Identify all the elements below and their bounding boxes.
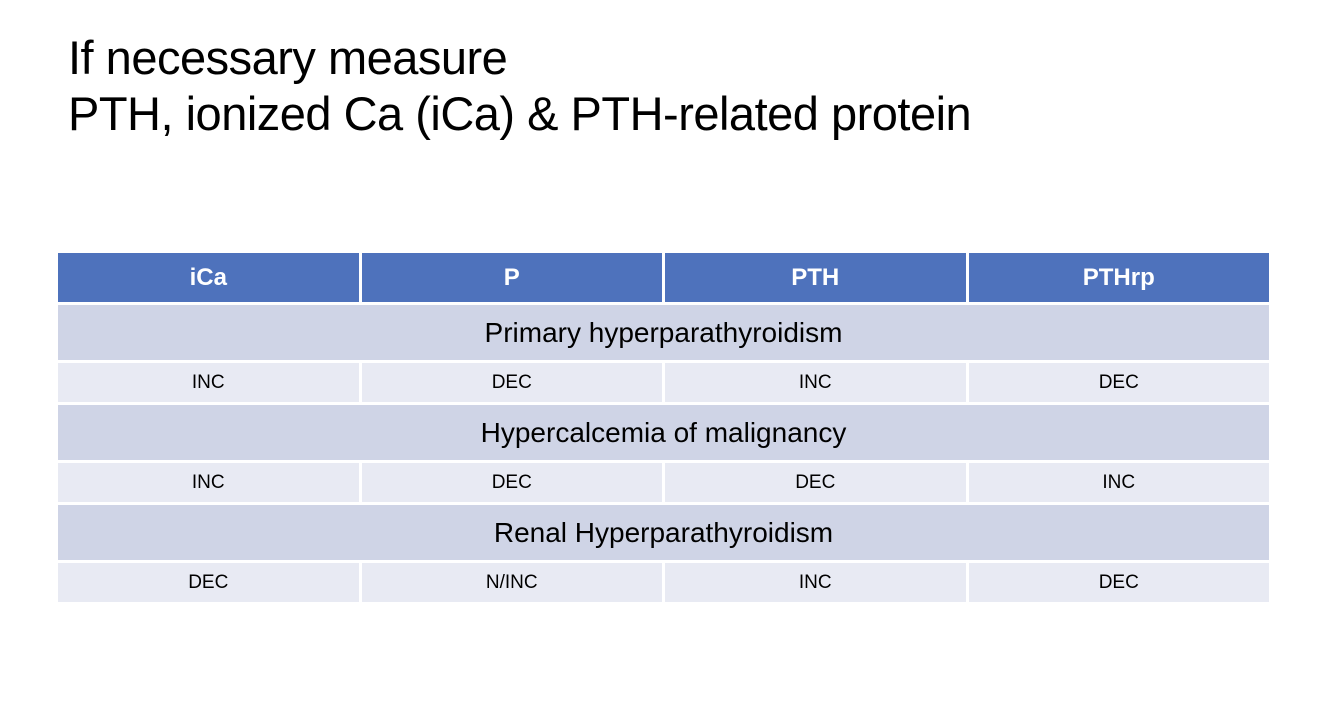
section-row-primary-hyperparathyroidism: Primary hyperparathyroidism — [58, 305, 1269, 360]
cell-value-pth: INC — [665, 363, 966, 402]
cell-value-p: N/INC — [361, 563, 662, 602]
section-label: Primary hyperparathyroidism — [58, 305, 1269, 360]
value-row-renal-hyperparathyroidism: DEC N/INC INC DEC — [58, 563, 1269, 602]
column-header-p: P — [361, 253, 662, 302]
section-row-hypercalcemia-of-malignancy: Hypercalcemia of malignancy — [58, 405, 1269, 460]
column-header-pth: PTH — [665, 253, 966, 302]
column-header-pthrp: PTHrp — [968, 253, 1269, 302]
cell-value-ica: INC — [58, 463, 359, 502]
cell-value-ica: INC — [58, 363, 359, 402]
cell-value-ica: DEC — [58, 563, 359, 602]
cell-value-pth: INC — [665, 563, 966, 602]
cell-value-p: DEC — [361, 463, 662, 502]
title-line-1: If necessary measure — [68, 31, 508, 84]
slide-title: If necessary measure PTH, ionized Ca (iC… — [68, 30, 972, 142]
cell-value-pthrp: INC — [968, 463, 1269, 502]
lab-values-table: iCa P PTH PTHrp Primary hyperparathyroid… — [55, 250, 1272, 605]
value-row-primary-hyperparathyroidism: INC DEC INC DEC — [58, 363, 1269, 402]
section-row-renal-hyperparathyroidism: Renal Hyperparathyroidism — [58, 505, 1269, 560]
section-label: Renal Hyperparathyroidism — [58, 505, 1269, 560]
section-label: Hypercalcemia of malignancy — [58, 405, 1269, 460]
cell-value-pthrp: DEC — [968, 363, 1269, 402]
cell-value-pthrp: DEC — [968, 563, 1269, 602]
cell-value-p: DEC — [361, 363, 662, 402]
column-header-ica: iCa — [58, 253, 359, 302]
value-row-hypercalcemia-of-malignancy: INC DEC DEC INC — [58, 463, 1269, 502]
table-header-row: iCa P PTH PTHrp — [58, 253, 1269, 302]
title-line-2: PTH, ionized Ca (iCa) & PTH-related prot… — [68, 87, 972, 140]
cell-value-pth: DEC — [665, 463, 966, 502]
